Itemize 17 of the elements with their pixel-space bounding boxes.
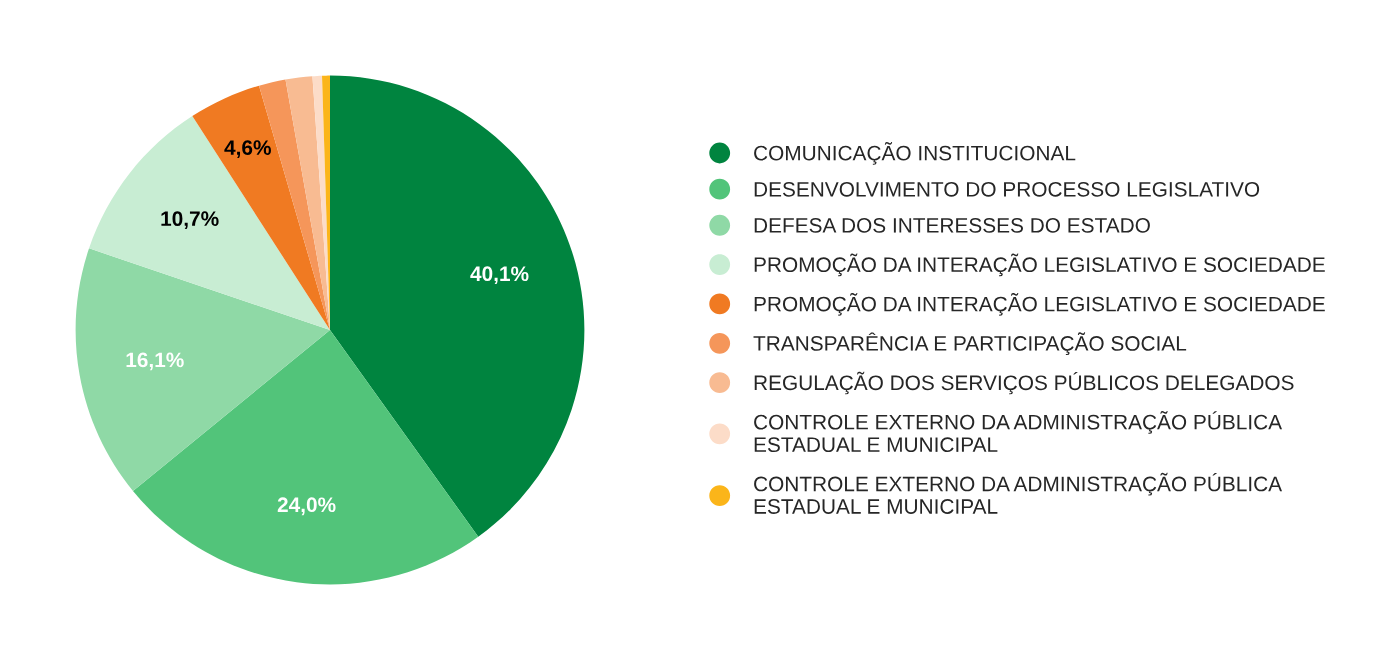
legend-label: COMUNICAÇÃO INSTITUCIONAL [754, 142, 1076, 165]
legend-label: CONTROLE EXTERNO DA ADMINISTRAÇÃO PÚBLICA ESTADUAL E MUNICIPAL [754, 411, 1283, 453]
data-label: 40,1% [470, 266, 529, 285]
legend-label: PROMOÇÃO DA INTERAÇÃO LEGISLATIVO E SOCIEDADE [754, 292, 1325, 316]
pie-slice [75, 248, 330, 491]
legend-label: DESENVOLVIMENTO DO PROCESSO LEGISLATIVO [754, 181, 1260, 197]
legend-label: TRANSPARÊNCIA E PARTICIPAÇÃO SOCIAL [753, 332, 1187, 355]
legend-label: CONTROLE EXTERNO DA ADMINISTRAÇÃO PÚBLICA ESTADUAL E MUNICIPAL [754, 472, 1283, 514]
legend-label: PROMOÇÃO DA INTERAÇÃO LEGISLATIVO E SOCIEDADE [754, 253, 1325, 277]
pie-slice [285, 76, 330, 330]
data-label: 10,7% [161, 211, 219, 230]
data-label: 4,6% [224, 140, 271, 159]
data-label: 24,0% [277, 497, 336, 516]
legend-label: REGULAÇÃO DOS SERVIÇOS PÚBLICOS DELEGADOS [754, 371, 1294, 395]
legend-label: DEFESA DOS INTERESSES DO ESTADO [754, 218, 1150, 233]
data-label: 16,1% [126, 352, 184, 371]
pie-slice [89, 116, 330, 330]
